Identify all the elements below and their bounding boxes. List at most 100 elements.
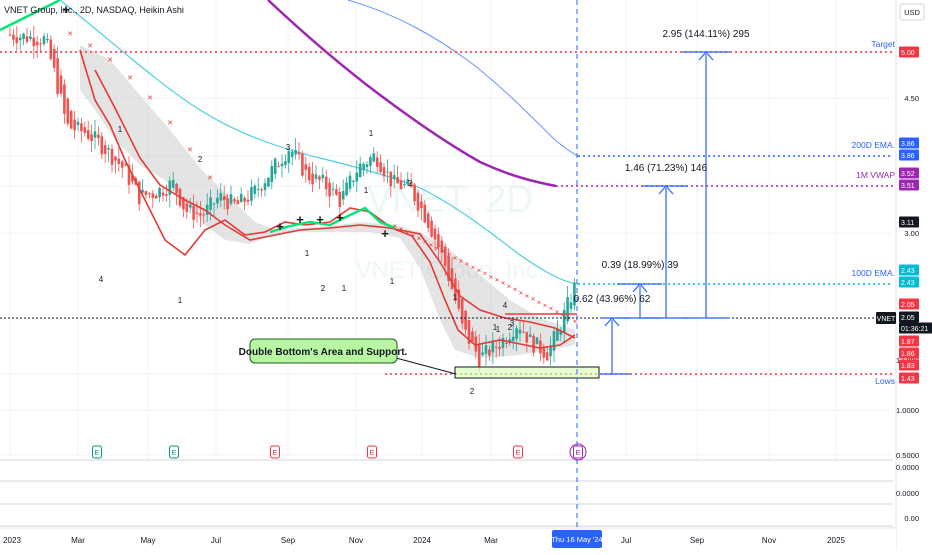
ema-100-line bbox=[59, 0, 579, 285]
candle-body bbox=[379, 162, 382, 173]
wave-label: 1 bbox=[178, 296, 183, 305]
candle-body bbox=[321, 174, 325, 179]
candle-body bbox=[566, 297, 569, 322]
ema-cross-marker: ✕ bbox=[404, 230, 409, 236]
price-axis[interactable]: USD 4.503.001.50001.00000.50000.00000.00… bbox=[876, 0, 932, 550]
cross-marker: + bbox=[276, 219, 284, 234]
y-tick-label: 0.0000 bbox=[896, 489, 919, 498]
candle-body bbox=[348, 175, 352, 189]
price-badge bbox=[899, 322, 932, 334]
candle-body bbox=[39, 43, 42, 45]
candle-body bbox=[511, 336, 515, 342]
earnings-letter: E bbox=[575, 448, 580, 457]
candle-body bbox=[158, 188, 161, 198]
ema-cross-marker: ✕ bbox=[107, 57, 113, 64]
candle-body bbox=[229, 194, 233, 204]
candle-body bbox=[199, 213, 202, 216]
candle-body bbox=[324, 176, 328, 190]
candle-body bbox=[471, 331, 474, 342]
wave-label: 1 bbox=[390, 277, 395, 286]
callout-text: Double Bottom's Area and Support. bbox=[239, 347, 408, 358]
price-badge-text: 1.87 bbox=[901, 339, 915, 346]
candle-body bbox=[518, 329, 522, 334]
currency-box[interactable] bbox=[899, 3, 925, 21]
candle-body bbox=[182, 197, 185, 210]
candle-body bbox=[508, 339, 512, 344]
ema-cross-marker: ✕ bbox=[446, 253, 451, 259]
measurement-tools bbox=[600, 51, 730, 375]
candle-body bbox=[32, 37, 36, 47]
candle-body bbox=[253, 185, 257, 194]
price-badge bbox=[899, 264, 919, 276]
candle-body bbox=[413, 184, 416, 202]
support-zone-box bbox=[454, 366, 600, 379]
time-axis[interactable]: 2023 Mar May Jul Sep Nov 2024 Mar Jul Sep Nov 2025 … bbox=[0, 527, 896, 550]
earnings-marker[interactable]: E bbox=[169, 445, 179, 459]
candle-body bbox=[80, 123, 83, 132]
candle-body bbox=[467, 320, 471, 344]
candle-body bbox=[171, 180, 175, 188]
candle-body bbox=[318, 176, 321, 180]
ema-cross-marker: ✕ bbox=[488, 275, 493, 281]
candle-body bbox=[396, 176, 399, 184]
ema-cross-marker: ✕ bbox=[464, 262, 469, 268]
price-badge bbox=[899, 137, 919, 149]
candle-body bbox=[352, 180, 355, 183]
candle-body bbox=[216, 197, 219, 204]
candle-body bbox=[297, 152, 301, 155]
wave-label: 1 bbox=[342, 284, 347, 293]
candle-body bbox=[59, 75, 63, 94]
candle-body bbox=[243, 198, 246, 202]
candle-body bbox=[304, 164, 308, 170]
earnings-marker[interactable]: E bbox=[569, 443, 587, 461]
earnings-marker[interactable]: E bbox=[367, 445, 377, 459]
x-tick-label: 2023 bbox=[3, 536, 21, 545]
measure-label-ema100: 0.39 (18.99%) 39 bbox=[602, 260, 679, 271]
ema-cross-marker: ✕ bbox=[222, 195, 228, 202]
candle-body bbox=[73, 119, 76, 131]
ema-slow-line bbox=[94, 69, 576, 339]
ema-cross-marker: ✕ bbox=[147, 95, 153, 102]
candle-body bbox=[481, 352, 484, 355]
candle-body bbox=[426, 213, 430, 229]
candle-body bbox=[15, 37, 19, 44]
wave-label: 3 bbox=[286, 143, 291, 152]
candle-body bbox=[212, 203, 216, 205]
measure-label-lows: 0.62 (43.96%) 62 bbox=[574, 294, 651, 305]
earnings-marker[interactable]: E bbox=[270, 445, 280, 459]
cursor-date-box bbox=[552, 530, 602, 548]
wave-label: 2 bbox=[470, 387, 475, 396]
measure-label-target: 2.95 (144.11%) 295 bbox=[662, 29, 750, 40]
candle-body bbox=[433, 228, 437, 240]
earnings-letter: E bbox=[272, 448, 277, 457]
candle-body bbox=[18, 37, 22, 41]
price-badge-text: 3.86 bbox=[901, 153, 915, 160]
cross-marker: + bbox=[381, 226, 389, 241]
earnings-marker[interactable]: E bbox=[513, 445, 523, 459]
price-badge-text: 01:36:21 bbox=[901, 326, 928, 333]
x-tick-label: Mar bbox=[484, 536, 498, 545]
measure-label-vwap: 1.46 (71.23%) 146 bbox=[625, 163, 708, 174]
earnings-marker[interactable]: E bbox=[92, 445, 102, 459]
price-badge-text: 3.11 bbox=[901, 220, 914, 227]
earnings-letter: E bbox=[94, 448, 99, 457]
candle-body bbox=[56, 58, 59, 94]
candle-body bbox=[165, 194, 168, 196]
candle-body bbox=[301, 153, 304, 176]
symbol-title[interactable]: VNET Group, Inc., 2D, NASDAQ, Heikin Ash… bbox=[4, 5, 184, 15]
candle-body bbox=[192, 206, 195, 220]
candle-body bbox=[188, 204, 192, 208]
price-badge-text: 3.51 bbox=[901, 183, 915, 190]
candle-body bbox=[250, 187, 253, 201]
price-badge-text: 3.52 bbox=[901, 171, 915, 178]
candle-body bbox=[498, 346, 501, 350]
candle-body bbox=[559, 331, 563, 335]
candle-body bbox=[443, 246, 447, 266]
candle-body bbox=[505, 342, 508, 344]
wave-label: 1 bbox=[453, 293, 458, 302]
candle-body bbox=[90, 134, 93, 142]
